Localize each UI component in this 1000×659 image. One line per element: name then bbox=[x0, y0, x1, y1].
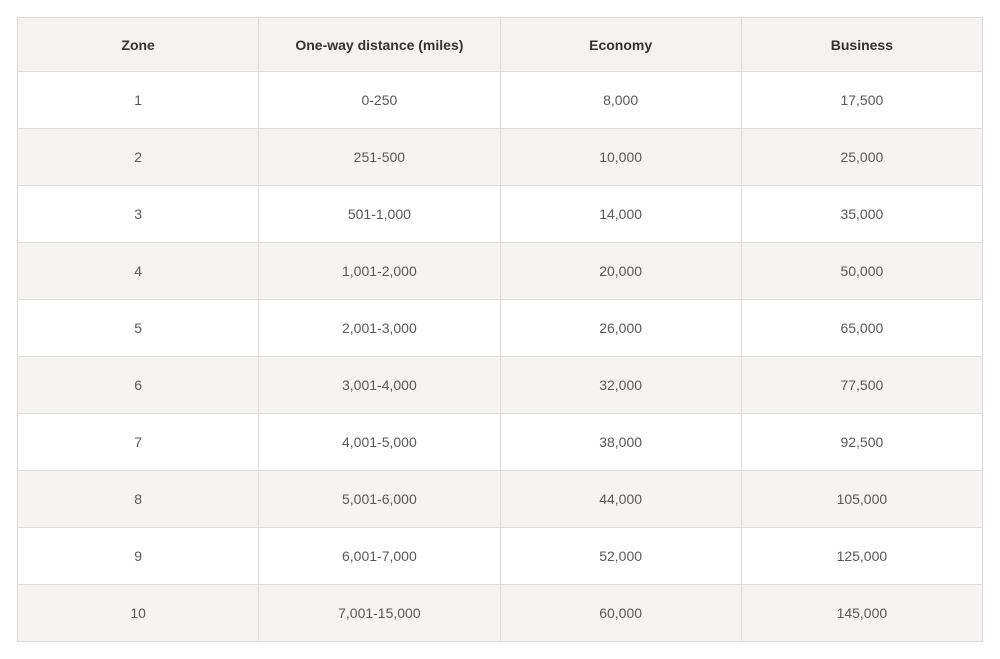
table-header: Zone One-way distance (miles) Economy Busin… bbox=[16, 17, 984, 72]
cell-economy: 8,000 bbox=[499, 71, 742, 129]
table-row: 7 4,001-5,000 38,000 92,500 bbox=[16, 413, 984, 471]
cell-zone: 2 bbox=[16, 128, 260, 186]
award-chart-table: Zone One-way distance (miles) Economy Busin… bbox=[16, 17, 984, 642]
cell-business: 25,000 bbox=[740, 128, 984, 186]
cell-zone: 9 bbox=[16, 527, 260, 585]
cell-business: 77,500 bbox=[740, 356, 984, 414]
cell-economy: 32,000 bbox=[499, 356, 742, 414]
column-header-distance: One-way distance (miles) bbox=[258, 17, 501, 72]
cell-distance: 7,001-15,000 bbox=[258, 584, 501, 642]
cell-zone: 3 bbox=[16, 185, 260, 243]
table-row: 4 1,001-2,000 20,000 50,000 bbox=[16, 242, 984, 300]
cell-distance: 2,001-3,000 bbox=[258, 299, 501, 357]
cell-zone: 4 bbox=[16, 242, 260, 300]
table-row: 5 2,001-3,000 26,000 65,000 bbox=[16, 299, 984, 357]
cell-business: 50,000 bbox=[740, 242, 984, 300]
cell-zone: 1 bbox=[16, 71, 260, 129]
cell-business: 125,000 bbox=[740, 527, 984, 585]
cell-zone: 5 bbox=[16, 299, 260, 357]
table-body: 1 0-250 8,000 17,500 2 251-500 10,000 25,000 3 50… bbox=[16, 71, 984, 642]
column-header-economy: Economy bbox=[499, 17, 742, 72]
cell-distance: 1,001-2,000 bbox=[258, 242, 501, 300]
cell-business: 35,000 bbox=[740, 185, 984, 243]
cell-economy: 14,000 bbox=[499, 185, 742, 243]
cell-business: 105,000 bbox=[740, 470, 984, 528]
cell-business: 145,000 bbox=[740, 584, 984, 642]
cell-economy: 44,000 bbox=[499, 470, 742, 528]
table-row: 2 251-500 10,000 25,000 bbox=[16, 128, 984, 186]
cell-business: 92,500 bbox=[740, 413, 984, 471]
header-row: Zone One-way distance (miles) Economy Busin… bbox=[16, 17, 984, 72]
cell-zone: 6 bbox=[16, 356, 260, 414]
table-row: 3 501-1,000 14,000 35,000 bbox=[16, 185, 984, 243]
table-row: 9 6,001-7,000 52,000 125,000 bbox=[16, 527, 984, 585]
cell-distance: 251-500 bbox=[258, 128, 501, 186]
table-row: 6 3,001-4,000 32,000 77,500 bbox=[16, 356, 984, 414]
cell-economy: 52,000 bbox=[499, 527, 742, 585]
cell-distance: 6,001-7,000 bbox=[258, 527, 501, 585]
column-header-business: Business bbox=[740, 17, 984, 72]
cell-distance: 5,001-6,000 bbox=[258, 470, 501, 528]
cell-economy: 20,000 bbox=[499, 242, 742, 300]
cell-distance: 0-250 bbox=[258, 71, 501, 129]
cell-zone: 7 bbox=[16, 413, 260, 471]
cell-distance: 501-1,000 bbox=[258, 185, 501, 243]
cell-distance: 4,001-5,000 bbox=[258, 413, 501, 471]
cell-economy: 26,000 bbox=[499, 299, 742, 357]
table-row: 1 0-250 8,000 17,500 bbox=[16, 71, 984, 129]
cell-business: 65,000 bbox=[740, 299, 984, 357]
cell-zone: 8 bbox=[16, 470, 260, 528]
cell-zone: 10 bbox=[16, 584, 260, 642]
cell-economy: 10,000 bbox=[499, 128, 742, 186]
table-row: 10 7,001-15,000 60,000 145,000 bbox=[16, 584, 984, 642]
cell-economy: 38,000 bbox=[499, 413, 742, 471]
cell-economy: 60,000 bbox=[499, 584, 742, 642]
cell-distance: 3,001-4,000 bbox=[258, 356, 501, 414]
table-row: 8 5,001-6,000 44,000 105,000 bbox=[16, 470, 984, 528]
cell-business: 17,500 bbox=[740, 71, 984, 129]
column-header-zone: Zone bbox=[16, 17, 260, 72]
